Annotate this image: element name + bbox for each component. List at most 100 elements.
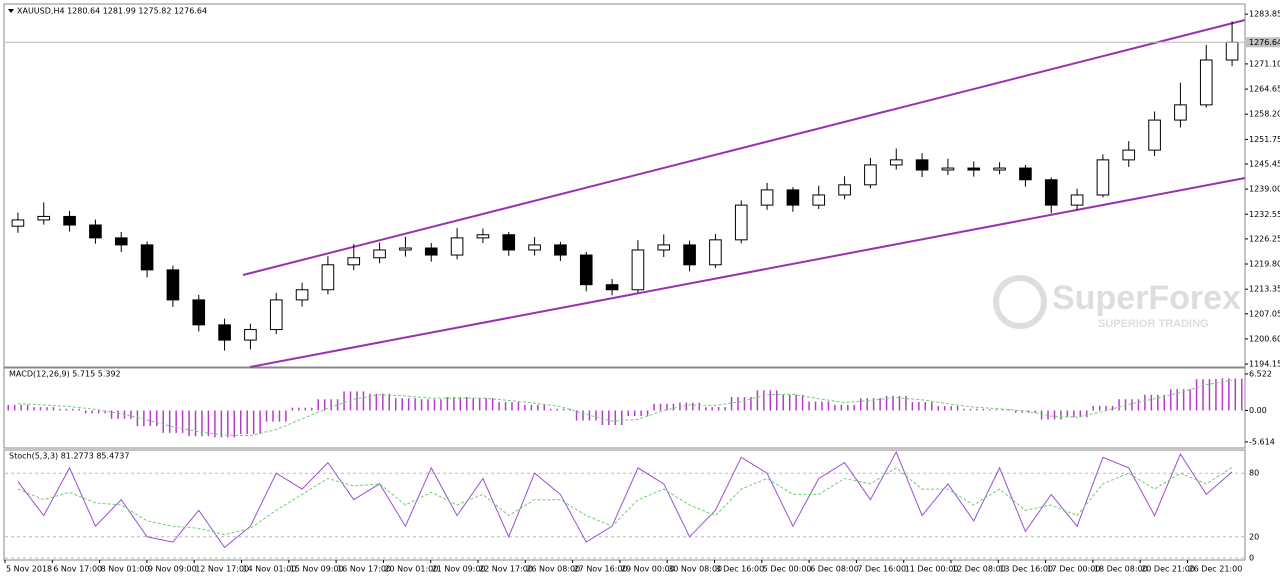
x-tick-label: 20 Dec 21:00 xyxy=(1141,565,1195,574)
candle-body xyxy=(1044,179,1058,206)
chart-header: XAUUSD,H4 1280.64 1281.99 1275.82 1276.6… xyxy=(17,7,207,16)
candle-body xyxy=(1174,104,1187,121)
candle-body xyxy=(63,215,76,226)
stoch-panel-frame xyxy=(3,449,1246,561)
x-tick-label: 11 Dec 00:00 xyxy=(905,565,959,574)
x-tick-label: 18 Dec 08:00 xyxy=(1094,565,1148,574)
x-tick-label: 21 Nov 09:00 xyxy=(432,565,486,574)
x-tick-label: 17 Dec 00:00 xyxy=(1047,565,1101,574)
candle-body xyxy=(864,164,877,186)
x-tick-label: 16 Nov 17:00 xyxy=(337,565,391,574)
candle-body xyxy=(915,159,929,171)
candle-body xyxy=(1199,59,1213,106)
y-tick-label: 1251.75 xyxy=(1249,135,1280,144)
candle-body xyxy=(786,189,800,206)
candle-body xyxy=(709,239,722,266)
y-tick-label: 0 xyxy=(1249,554,1254,563)
candle-body xyxy=(631,249,645,291)
y-tick-label: -5.614 xyxy=(1249,437,1275,446)
x-tick-label: 30 Nov 08:00 xyxy=(668,565,722,574)
candle-body xyxy=(941,167,955,171)
x-tick-label: 5 Dec 00:00 xyxy=(763,565,812,574)
x-tick-label: 6 Dec 08:00 xyxy=(810,565,859,574)
x-tick-label: 20 Nov 01:00 xyxy=(384,565,438,574)
channel-lower xyxy=(249,177,1246,368)
macd-panel-frame xyxy=(3,367,1246,449)
x-tick-label: 27 Nov 16:00 xyxy=(574,565,628,574)
x-tick-label: 22 Nov 17:00 xyxy=(479,565,533,574)
candle-body xyxy=(734,204,748,241)
current-price-box xyxy=(1246,37,1280,48)
candle-body xyxy=(579,254,593,286)
y-tick-label: 1264.65 xyxy=(1249,85,1280,94)
x-tick-label: 5 Nov 2018 xyxy=(6,565,52,574)
candle-body xyxy=(89,224,102,239)
x-tick-label: 7 Dec 16:00 xyxy=(857,565,906,574)
candle-body xyxy=(554,244,567,256)
x-tick-label: 14 Nov 01:00 xyxy=(243,565,297,574)
indicator-title: MACD(12,26,9) 5.715 5.392 xyxy=(9,370,121,379)
candle-body xyxy=(218,324,231,341)
macd-signal xyxy=(17,379,1233,437)
candle-body xyxy=(347,257,361,266)
candle-body xyxy=(502,234,516,251)
candle-body xyxy=(114,237,128,246)
candle-body xyxy=(683,244,696,266)
y-tick-label: 1245.45 xyxy=(1249,159,1280,168)
candle-body xyxy=(11,219,25,227)
channel-upper xyxy=(242,19,1246,276)
candle-body xyxy=(476,234,490,239)
candle-body xyxy=(192,299,206,326)
x-tick-label: 26 Dec 21:00 xyxy=(1189,565,1243,574)
y-tick-label: 1226.25 xyxy=(1249,234,1280,243)
candle-body xyxy=(528,244,541,251)
candle-body xyxy=(373,249,386,259)
x-tick-label: 8 Nov 01:00 xyxy=(101,565,150,574)
candle-body xyxy=(37,215,51,221)
candle-body xyxy=(140,244,154,271)
stoch-line xyxy=(17,450,1233,549)
x-tick-label: 3 Dec 16:00 xyxy=(716,565,765,574)
watermark-brand: SuperForex xyxy=(1052,279,1241,317)
candle-body xyxy=(1019,167,1032,181)
candle-body xyxy=(450,237,464,256)
y-tick-label: 1194.15 xyxy=(1249,360,1280,369)
y-tick-label: 1219.80 xyxy=(1249,260,1280,269)
candle-body xyxy=(993,167,1006,171)
candle-body xyxy=(812,194,826,206)
candle-body xyxy=(760,189,774,206)
y-tick-label: 1232.55 xyxy=(1249,210,1280,219)
candle-body xyxy=(1148,119,1161,151)
candle-body xyxy=(657,244,671,251)
y-tick-label: 1239.00 xyxy=(1249,185,1280,194)
y-tick-label: 6.522 xyxy=(1249,369,1272,378)
x-tick-label: 13 Dec 16:00 xyxy=(999,565,1053,574)
candle-body xyxy=(1225,41,1239,61)
candle-body xyxy=(1096,159,1110,196)
candle-body xyxy=(269,299,283,331)
watermark-logo xyxy=(993,275,1047,329)
stoch-line xyxy=(17,466,1233,536)
watermark-tagline: SUPERIOR TRADING xyxy=(1098,318,1209,330)
candle-body xyxy=(295,289,309,301)
current-price-label: 1276.64 xyxy=(1249,38,1280,47)
x-tick-label: 6 Nov 17:00 xyxy=(53,565,102,574)
header-arrow xyxy=(8,9,14,13)
y-tick-label: 1200.60 xyxy=(1249,334,1280,343)
candle-body xyxy=(967,167,981,171)
candle-body xyxy=(1070,194,1084,206)
y-tick-label: 1283.85 xyxy=(1249,10,1280,19)
candle-body xyxy=(399,247,412,251)
y-tick-label: 1213.35 xyxy=(1249,285,1280,294)
candle-body xyxy=(889,159,903,166)
candle-body xyxy=(1122,149,1136,161)
candle-body xyxy=(605,284,619,291)
x-tick-label: 12 Dec 08:00 xyxy=(952,565,1006,574)
candle-body xyxy=(321,264,335,291)
candle-body xyxy=(838,184,851,196)
candle-body xyxy=(424,247,438,256)
x-tick-label: 12 Nov 17:00 xyxy=(195,565,249,574)
indicator-title: Stoch(5,3,3) 81.2773 85.4737 xyxy=(9,452,129,461)
x-tick-label: 26 Nov 08:00 xyxy=(526,565,580,574)
